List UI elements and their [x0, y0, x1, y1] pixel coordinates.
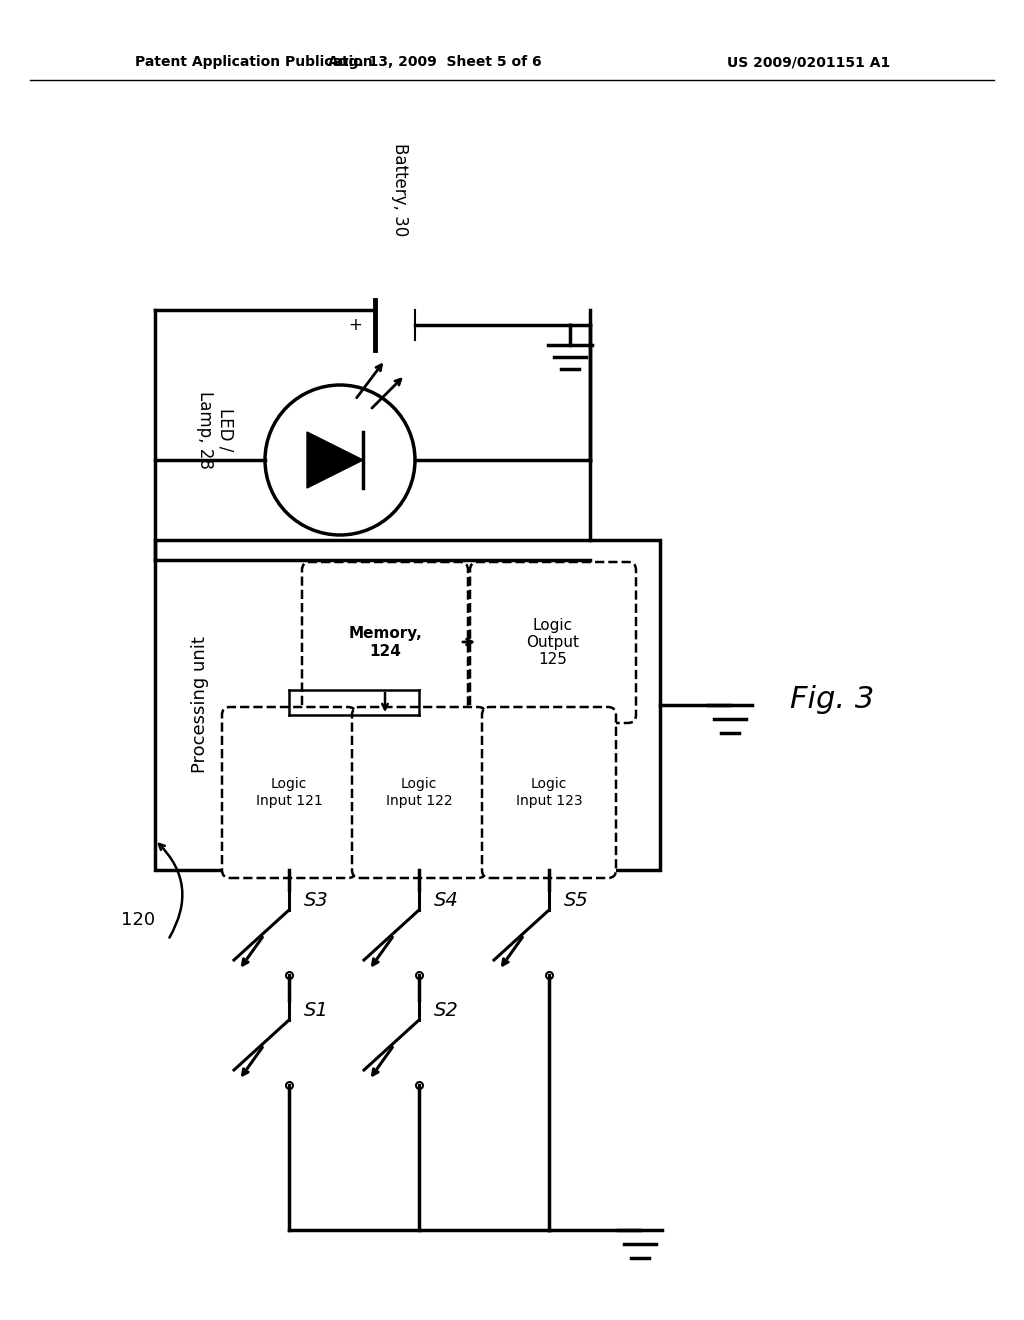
Text: S3: S3	[304, 891, 329, 909]
Text: S2: S2	[434, 1001, 459, 1019]
Text: Fig. 3: Fig. 3	[790, 685, 874, 714]
FancyBboxPatch shape	[470, 562, 636, 723]
Text: S5: S5	[564, 891, 589, 909]
Text: S1: S1	[304, 1001, 329, 1019]
Text: +: +	[348, 315, 361, 334]
FancyBboxPatch shape	[352, 708, 486, 878]
Text: Patent Application Publication: Patent Application Publication	[135, 55, 373, 69]
Text: Logic
Output
125: Logic Output 125	[526, 618, 580, 668]
Text: Processing unit: Processing unit	[191, 636, 209, 774]
Text: LED /
Lamp, 28: LED / Lamp, 28	[196, 391, 234, 469]
Bar	[155, 540, 660, 870]
Text: 120: 120	[121, 911, 155, 929]
Text: US 2009/0201151 A1: US 2009/0201151 A1	[727, 55, 890, 69]
Text: Logic
Input 122: Logic Input 122	[386, 777, 453, 808]
Text: Memory,
124: Memory, 124	[348, 626, 422, 659]
Text: Logic
Input 123: Logic Input 123	[516, 777, 583, 808]
Text: S4: S4	[434, 891, 459, 909]
Text: Logic
Input 121: Logic Input 121	[256, 777, 323, 808]
Text: Battery, 30: Battery, 30	[391, 144, 409, 236]
FancyBboxPatch shape	[222, 708, 356, 878]
Text: Aug. 13, 2009  Sheet 5 of 6: Aug. 13, 2009 Sheet 5 of 6	[328, 55, 542, 69]
Text: -: -	[429, 315, 435, 334]
FancyBboxPatch shape	[482, 708, 616, 878]
FancyBboxPatch shape	[302, 562, 468, 723]
Polygon shape	[307, 432, 362, 488]
